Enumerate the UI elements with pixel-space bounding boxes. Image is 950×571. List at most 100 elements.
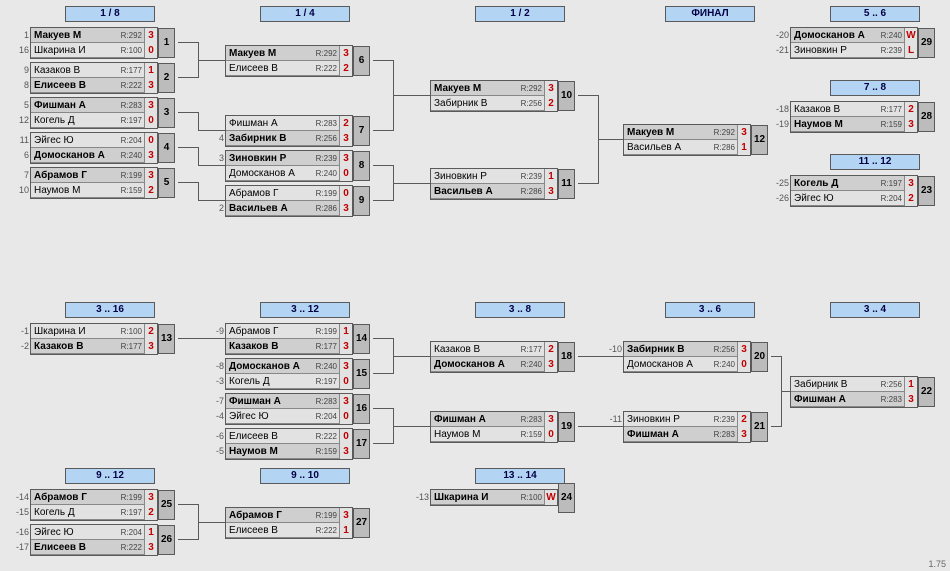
player-rating: R:222 bbox=[118, 81, 144, 90]
seed: -10 bbox=[606, 342, 622, 357]
player-score: 3 bbox=[339, 151, 352, 166]
seed: 8 bbox=[16, 78, 29, 93]
player-name: Фишман А bbox=[431, 414, 518, 425]
player-name: Когель Д bbox=[791, 178, 878, 189]
player-score: 3 bbox=[144, 148, 157, 163]
player-name: Абрамов Г bbox=[226, 188, 313, 199]
player-row: Зиновкин РR:2393 bbox=[226, 151, 352, 166]
seed: -25 bbox=[773, 176, 789, 191]
player-name: Казаков В bbox=[31, 341, 118, 352]
player-score: 2 bbox=[339, 61, 352, 76]
player-score: L bbox=[904, 43, 917, 58]
connector bbox=[578, 426, 623, 427]
player-row: Абрамов ГR:1990 bbox=[226, 186, 352, 201]
player-rating: R:239 bbox=[518, 172, 544, 181]
player-name: Шкарина И bbox=[31, 45, 118, 56]
player-rating: R:256 bbox=[518, 99, 544, 108]
player-name: Васильев А bbox=[431, 186, 518, 197]
match-25: -14Абрамов ГR:1993-15Когель ДR:197225 bbox=[30, 489, 158, 521]
player-score: 3 bbox=[144, 490, 157, 505]
player-score: 3 bbox=[144, 98, 157, 113]
connector bbox=[393, 183, 430, 184]
connector bbox=[198, 130, 225, 131]
player-name: Васильев А bbox=[624, 142, 711, 153]
player-name: Эйгес Ю bbox=[226, 411, 313, 422]
player-rating: R:283 bbox=[711, 430, 737, 439]
connector bbox=[373, 373, 393, 374]
match-7: Фишман АR:28324Забирник ВR:25637 bbox=[225, 115, 353, 147]
player-row: Наумов МR:1590 bbox=[431, 427, 557, 442]
seed: 9 bbox=[16, 63, 29, 78]
player-score: 3 bbox=[737, 427, 750, 442]
player-name: Шкарина И bbox=[31, 326, 118, 337]
match-16: -7Фишман АR:2833-4Эйгес ЮR:204016 bbox=[225, 393, 353, 425]
seed: -19 bbox=[773, 117, 789, 132]
seed: 3 bbox=[216, 151, 224, 166]
player-name: Домосканов А bbox=[31, 150, 118, 161]
player-rating: R:240 bbox=[118, 151, 144, 160]
player-name: Зиновкин Р bbox=[791, 45, 878, 56]
player-name: Зиновкин Р bbox=[624, 414, 711, 425]
player-row: Шкарина ИR:1000 bbox=[31, 43, 157, 58]
player-row: Домосканов АR:2400 bbox=[624, 357, 750, 372]
player-name: Когель Д bbox=[226, 376, 313, 387]
connector bbox=[198, 182, 199, 200]
player-row: Фишман АR:2833 bbox=[624, 427, 750, 442]
match-3: 5Фишман АR:283312Когель ДR:19703 bbox=[30, 97, 158, 129]
player-rating: R:177 bbox=[518, 345, 544, 354]
match-15: -8Домосканов АR:2403-3Когель ДR:197015 bbox=[225, 358, 353, 390]
seed: -8 bbox=[213, 359, 224, 374]
player-name: Когель Д bbox=[31, 507, 118, 518]
player-score: 2 bbox=[904, 191, 917, 206]
player-rating: R:197 bbox=[878, 179, 904, 188]
connector bbox=[198, 522, 225, 523]
round-header: 3 .. 12 bbox=[260, 302, 350, 318]
player-row: Казаков ВR:1772 bbox=[791, 102, 917, 117]
player-rating: R:256 bbox=[313, 134, 339, 143]
player-score: 1 bbox=[737, 140, 750, 155]
seed: -4 bbox=[213, 409, 224, 424]
round-header: 1 / 8 bbox=[65, 6, 155, 22]
player-rating: R:199 bbox=[118, 493, 144, 502]
player-name: Шкарина И bbox=[431, 492, 518, 503]
player-name: Забирник В bbox=[226, 133, 313, 144]
match-10: Макуев МR:2923Забирник ВR:256210 bbox=[430, 80, 558, 112]
player-score: 3 bbox=[339, 46, 352, 61]
player-name: Эйгес Ю bbox=[31, 527, 118, 538]
player-rating: R:177 bbox=[878, 105, 904, 114]
player-row: Абрамов ГR:1991 bbox=[226, 324, 352, 339]
connector bbox=[373, 408, 393, 409]
player-name: Казаков В bbox=[226, 341, 313, 352]
player-score: 0 bbox=[339, 429, 352, 444]
player-rating: R:222 bbox=[313, 432, 339, 441]
match-28: -18Казаков ВR:1772-19Наумов МR:159328 bbox=[790, 101, 918, 133]
seed: 6 bbox=[16, 148, 29, 163]
player-name: Елисеев В bbox=[226, 63, 313, 74]
player-name: Макуев М bbox=[431, 83, 518, 94]
player-row: Эйгес ЮR:2041 bbox=[31, 525, 157, 540]
seed: -2 bbox=[16, 339, 29, 354]
player-score: 3 bbox=[339, 339, 352, 354]
match-number: 11 bbox=[558, 169, 575, 199]
player-name: Фишман А bbox=[226, 396, 313, 407]
player-row: Макуев МR:2923 bbox=[624, 125, 750, 140]
player-row: Казаков ВR:1773 bbox=[31, 339, 157, 354]
match-17: -6Елисеев ВR:2220-5Наумов МR:159317 bbox=[225, 428, 353, 460]
player-score: 2 bbox=[904, 102, 917, 117]
player-rating: R:159 bbox=[518, 430, 544, 439]
player-score: 3 bbox=[339, 201, 352, 216]
player-row: Домосканов АR:2403 bbox=[226, 359, 352, 374]
player-score: 3 bbox=[339, 131, 352, 146]
player-score: 2 bbox=[544, 96, 557, 111]
player-rating: R:159 bbox=[878, 120, 904, 129]
player-row: Эйгес ЮR:2042 bbox=[791, 191, 917, 206]
seed: 11 bbox=[16, 133, 29, 148]
player-name: Забирник В bbox=[624, 344, 711, 355]
player-name: Елисеев В bbox=[31, 80, 118, 91]
player-score: 0 bbox=[544, 427, 557, 442]
player-row: Абрамов ГR:1993 bbox=[226, 508, 352, 523]
seed: 16 bbox=[16, 43, 29, 58]
round-header: 3 .. 8 bbox=[475, 302, 565, 318]
match-number: 26 bbox=[158, 525, 175, 555]
player-score: 2 bbox=[144, 324, 157, 339]
